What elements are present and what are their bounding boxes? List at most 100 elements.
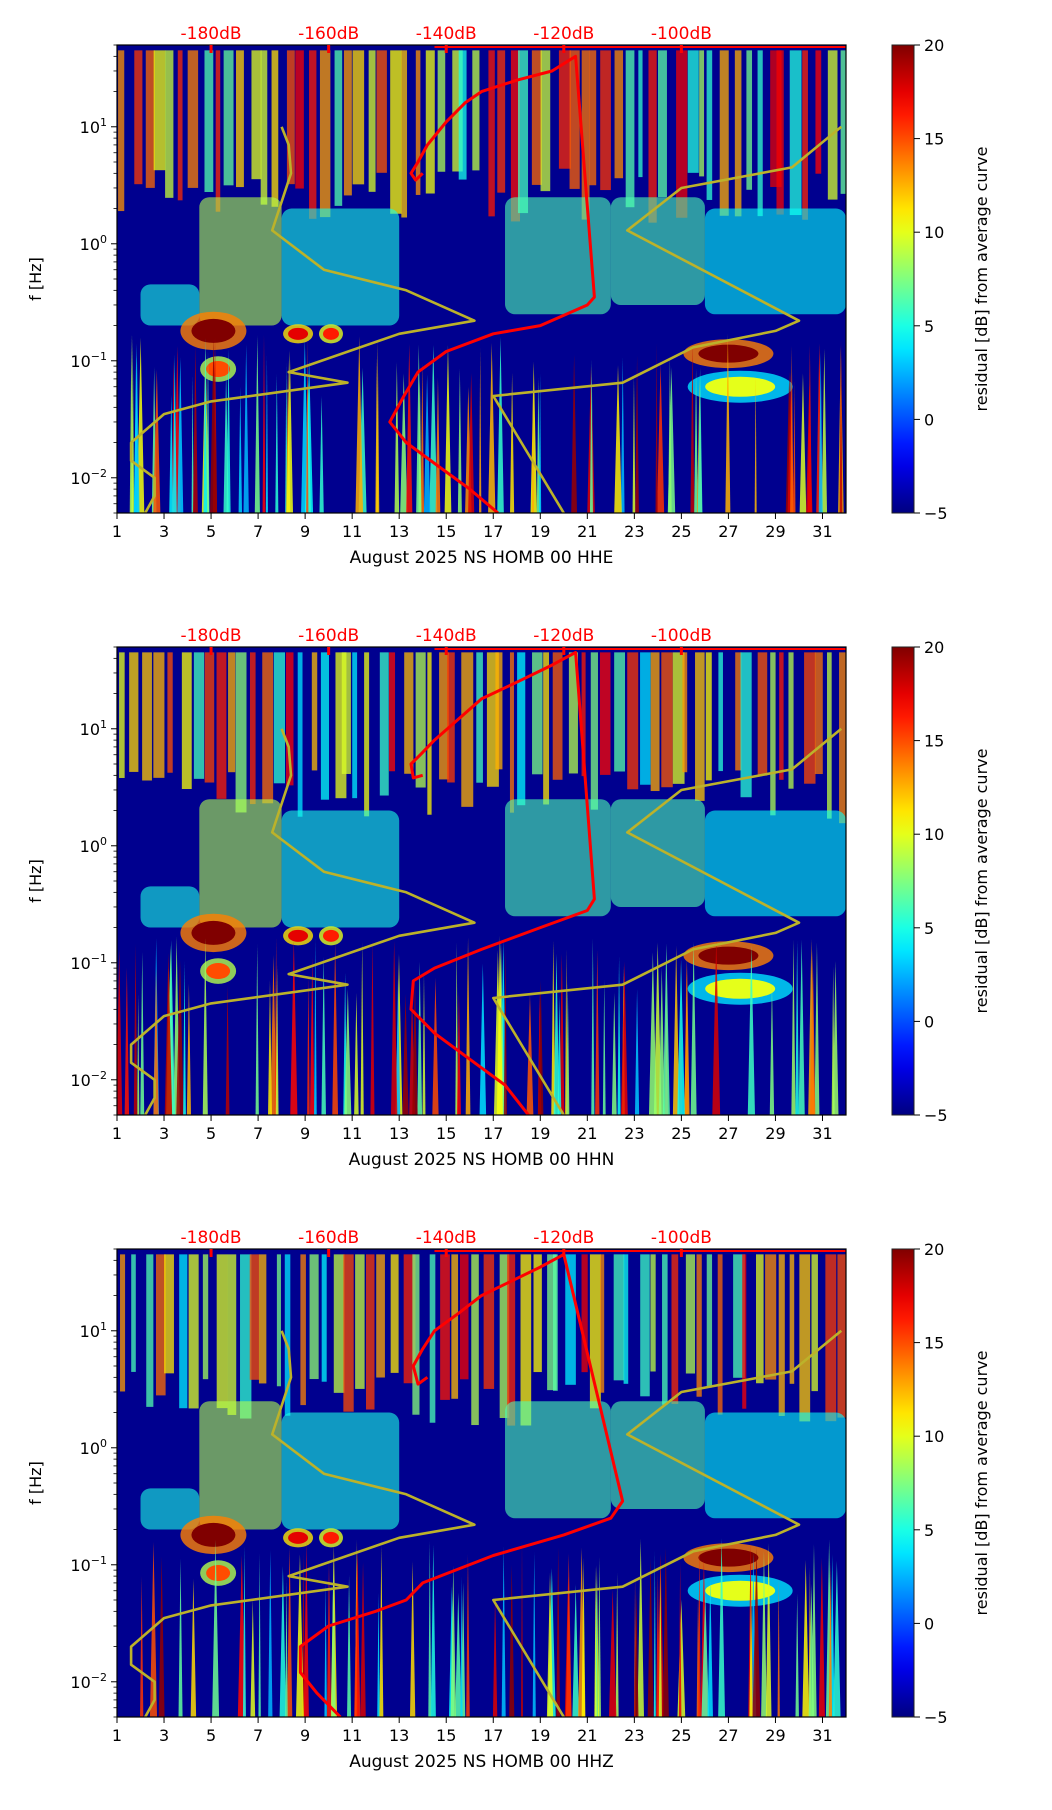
hf-noise-stripe [540, 50, 551, 192]
lf-transient-spike [354, 993, 359, 1115]
lf-transient-spike [250, 1599, 256, 1717]
lf-transient-spike [268, 980, 272, 1115]
colorbar-tick-label: 0 [924, 410, 934, 429]
x-tick-label: 29 [765, 1726, 785, 1745]
microseism-band [610, 197, 705, 305]
hf-noise-stripe [770, 50, 782, 187]
hf-noise-stripe [735, 652, 742, 771]
hf-noise-stripe [671, 1254, 679, 1404]
x-tick-label: 23 [624, 1124, 644, 1143]
lf-transient-spike [376, 340, 380, 513]
lf-transient-spike [164, 953, 173, 1115]
lf-transient-spike [212, 1540, 220, 1717]
colorbar-tick-label: 10 [924, 825, 944, 844]
storm-energy-spot [698, 1548, 759, 1567]
storm-energy-spot [206, 1565, 231, 1582]
lf-transient-spike [390, 940, 398, 1115]
hf-noise-stripe [811, 1254, 818, 1392]
lf-transient-spike [749, 1581, 753, 1717]
x-tick-label: 21 [577, 522, 597, 541]
lf-transient-spike [637, 1538, 644, 1717]
hf-noise-stripe [520, 1254, 532, 1426]
lf-transient-spike [634, 988, 640, 1115]
lf-transient-spike [617, 956, 621, 1115]
lf-transient-spike [429, 344, 438, 513]
x-tick-label: 21 [577, 1124, 597, 1143]
x-tick-label: 23 [624, 1726, 644, 1745]
top-db-label: -100dB [651, 1228, 712, 1248]
storm-energy-spot [322, 929, 339, 942]
lf-transient-spike [423, 374, 431, 513]
hf-noise-stripe [802, 50, 808, 220]
lf-transient-spike [811, 1544, 817, 1717]
lf-transient-spike [566, 981, 570, 1115]
hf-noise-stripe [131, 1254, 136, 1372]
colorbar-tick-label: 5 [924, 1521, 934, 1540]
hf-noise-stripe [776, 50, 784, 215]
lf-transient-spike [202, 937, 208, 1115]
noise-model-curve-left [129, 728, 476, 1115]
hf-noise-stripe [614, 652, 626, 772]
lf-transient-spike [285, 1579, 288, 1717]
lf-transient-spike [752, 1547, 761, 1717]
hf-noise-stripe [706, 1254, 713, 1388]
hf-noise-stripe [364, 652, 370, 817]
top-db-tick [444, 647, 448, 655]
hf-noise-stripe [778, 1254, 785, 1417]
microseism-band [281, 810, 400, 928]
hf-noise-stripe [676, 50, 688, 218]
hf-noise-stripe [228, 652, 236, 773]
lf-transient-spike [690, 941, 697, 1115]
lf-transient-spike [133, 944, 138, 1115]
lf-transient-spike [243, 344, 249, 513]
lf-transient-spike [655, 342, 658, 513]
hf-noise-stripe [118, 50, 125, 212]
x-tick-label: 11 [342, 1726, 362, 1745]
x-tick-label: 5 [206, 1726, 216, 1745]
lf-transient-spike [402, 993, 409, 1115]
hf-noise-stripe [187, 50, 199, 188]
y-tick-label: 101 [80, 1320, 107, 1341]
lf-transient-spike [769, 984, 775, 1115]
psd-curve-red [298, 1252, 625, 1717]
spectrogram-heatmap [120, 1250, 846, 1717]
hf-noise-stripe [733, 1254, 745, 1378]
top-db-label: -140dB [416, 1228, 477, 1248]
microseism-band [505, 1401, 611, 1519]
lf-transient-spike [479, 963, 487, 1115]
hf-noise-stripe [589, 1254, 601, 1409]
hf-noise-stripe [379, 652, 389, 796]
lf-transient-spike [530, 361, 537, 513]
lf-transient-spike [668, 357, 672, 513]
hf-noise-stripe [437, 50, 446, 172]
top-db-tick [562, 45, 566, 53]
lf-transient-spike [223, 372, 229, 513]
lf-transient-spike [177, 357, 184, 513]
x-tick-label: 13 [389, 1726, 409, 1745]
hf-noise-stripe [532, 652, 543, 775]
lf-transient-spike [672, 945, 680, 1115]
lf-transient-spike [531, 387, 535, 513]
hf-noise-stripe [770, 652, 776, 816]
lf-transient-spike [428, 1541, 432, 1717]
lf-transient-spike [468, 373, 475, 513]
y-tick-label: 101 [80, 718, 107, 739]
colorbar-tick-label: −5 [924, 1106, 948, 1125]
y-tick-label: 100 [80, 835, 107, 856]
lf-transient-spike [608, 1589, 617, 1717]
top-db-label: -100dB [651, 24, 712, 44]
top-db-label: -180dB [181, 24, 242, 44]
storm-energy-spot [288, 327, 309, 340]
x-tick-label: 31 [812, 1124, 832, 1143]
x-axis-label: August 2025 NS HOMB 00 HHN [349, 1150, 615, 1170]
hf-noise-stripe [425, 50, 435, 194]
hf-noise-stripe [193, 652, 205, 779]
microseism-band [199, 799, 282, 928]
x-tick-label: 9 [300, 1124, 310, 1143]
lf-transient-spike [690, 343, 695, 513]
microseism-band [140, 886, 200, 928]
lf-transient-spike [678, 1561, 682, 1717]
lf-transient-spike [553, 953, 560, 1115]
hf-noise-stripe [401, 50, 408, 218]
